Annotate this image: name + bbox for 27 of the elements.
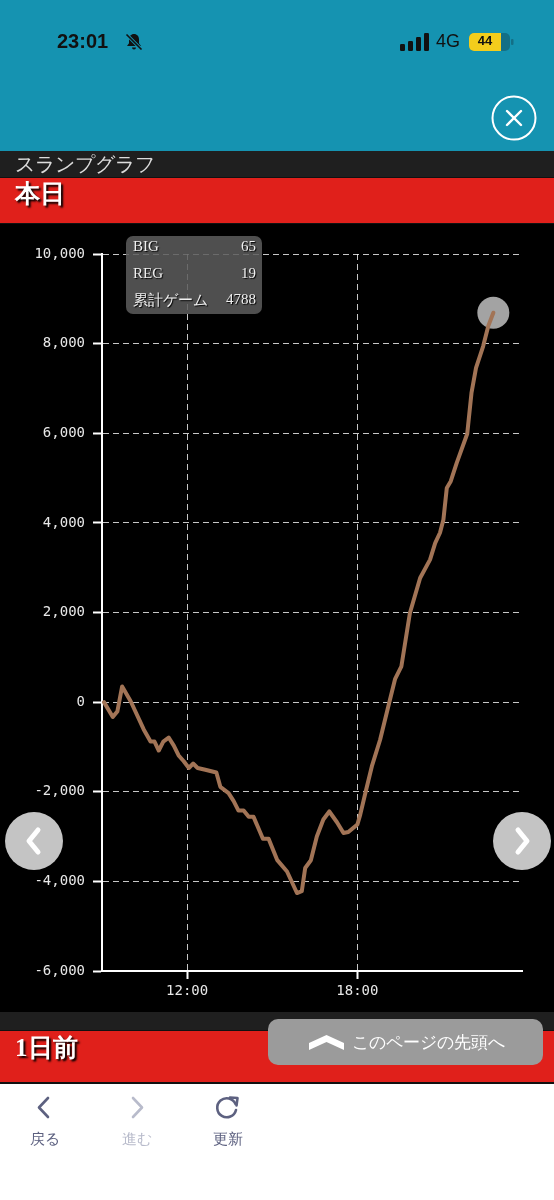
y-tick-label: 6,000 xyxy=(42,423,85,440)
y-tick-label: 4,000 xyxy=(42,513,85,530)
y-tick-label: -4,000 xyxy=(34,872,85,889)
text: 1日前 xyxy=(15,1033,78,1063)
y-tick-label: 10,000 xyxy=(34,244,85,261)
y-tick-label: 2,000 xyxy=(42,603,85,620)
text: このページの先頭へ xyxy=(352,1032,505,1054)
text: 進む xyxy=(121,1130,153,1149)
text: 戻る xyxy=(29,1130,61,1149)
annotation: 19 xyxy=(241,264,256,283)
annotation: 4788 xyxy=(226,291,256,309)
text: 44 xyxy=(471,33,499,51)
text: 23:01 xyxy=(57,30,109,54)
y-tick-label: -6,000 xyxy=(34,961,85,978)
annotation: 累計ゲーム xyxy=(133,291,208,309)
text: 65 xyxy=(241,238,256,256)
y-tick-label: -2,000 xyxy=(34,782,85,799)
chart-subtitle: 本日 xyxy=(15,179,65,209)
y-tick-label: 0 xyxy=(76,692,85,709)
text: 4G xyxy=(436,31,461,53)
annotation: REG xyxy=(133,264,163,283)
y-tick-label: 8,000 xyxy=(42,334,85,351)
chart-title: スランプグラフ xyxy=(15,152,155,177)
text: 更新 xyxy=(212,1130,244,1149)
x-tick-label: 12:00 xyxy=(166,982,209,999)
text: BIG xyxy=(133,238,159,256)
x-tick-label: 18:00 xyxy=(336,982,379,999)
